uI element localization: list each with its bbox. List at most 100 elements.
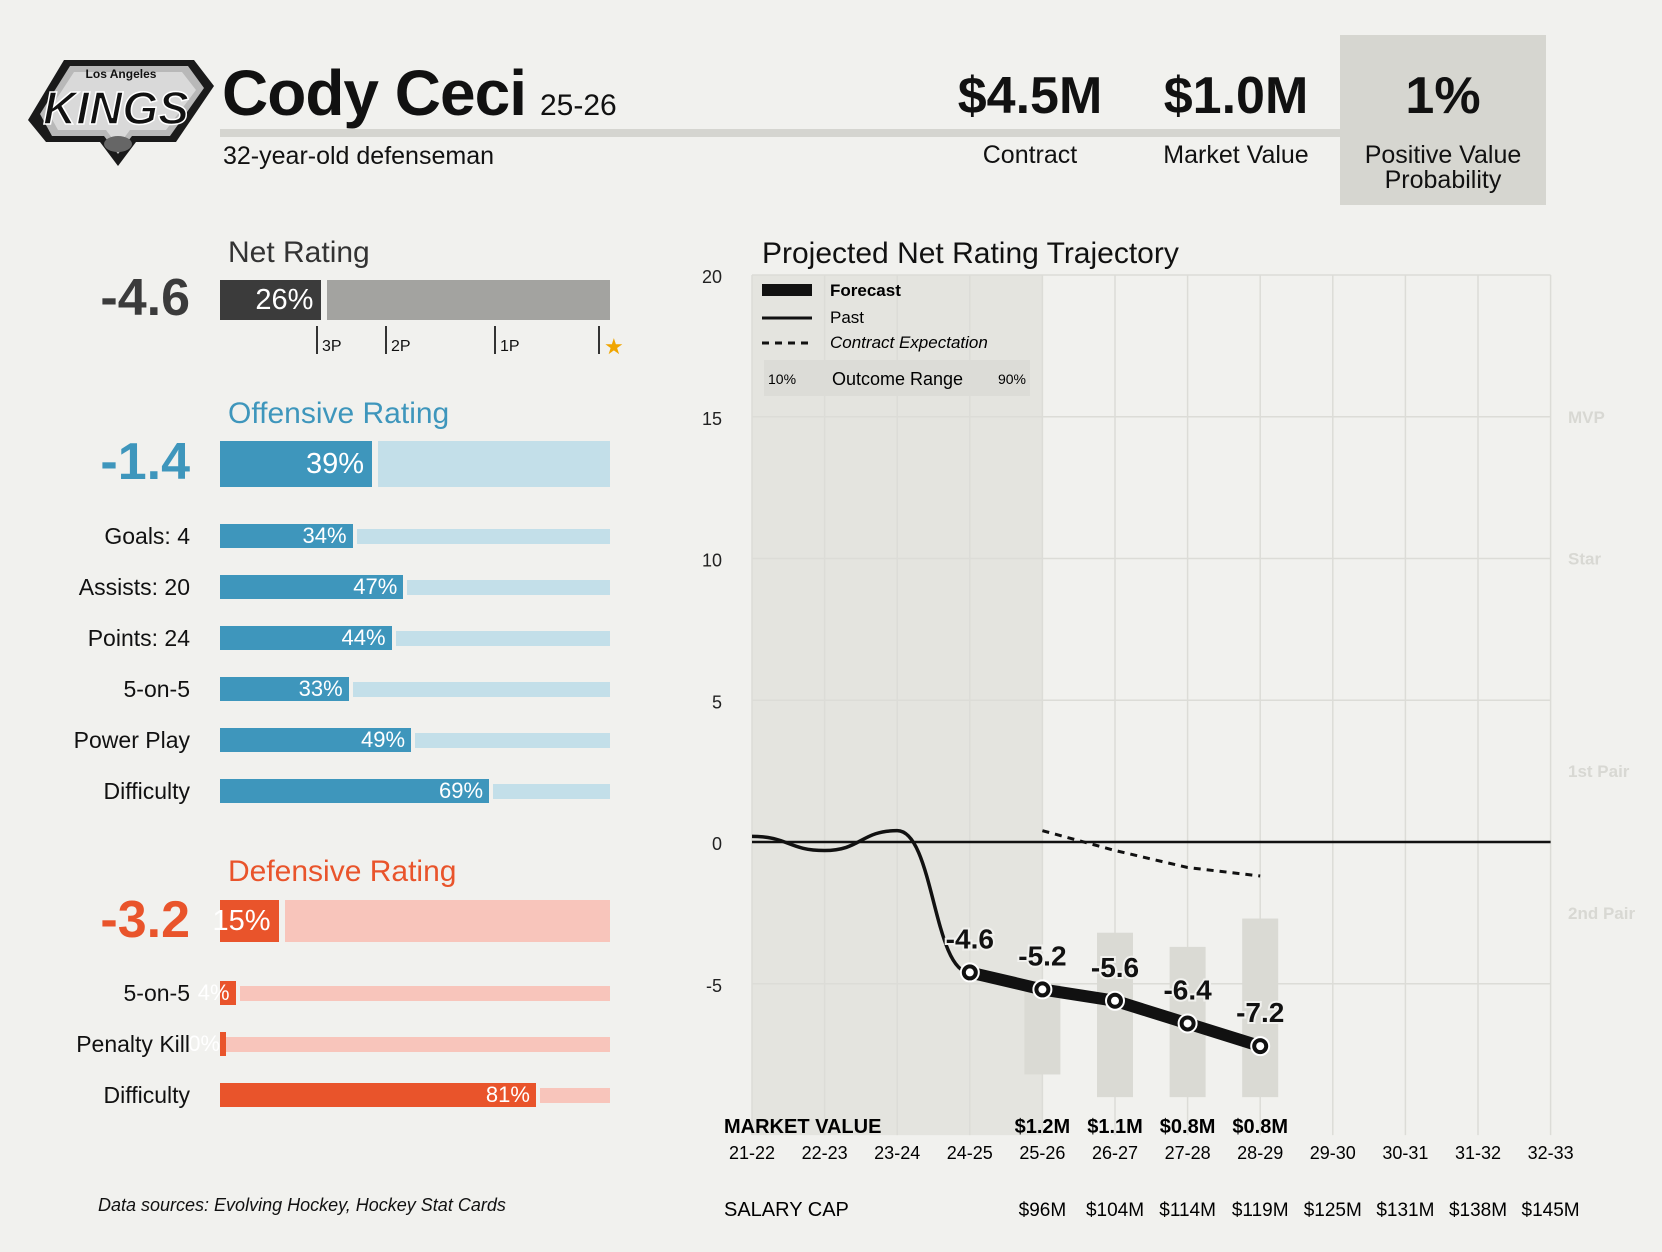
forecast-point-center xyxy=(1256,1042,1265,1051)
x-tick-label: 32-33 xyxy=(1528,1143,1574,1163)
offensive-stat-pct: 33% xyxy=(298,676,343,701)
offensive-bar-track xyxy=(378,441,610,487)
x-tick-label: 27-28 xyxy=(1165,1143,1211,1163)
offensive-rating-title: Offensive Rating xyxy=(228,397,450,430)
x-tick-label: 24-25 xyxy=(947,1143,993,1163)
x-tick-label: 31-32 xyxy=(1455,1143,1501,1163)
defensive-stat-bar: 81% xyxy=(220,1082,536,1107)
defensive-bar-track xyxy=(284,900,610,942)
defensive-stat-bar: 0% xyxy=(188,1031,226,1056)
x-tick-label: 26-27 xyxy=(1092,1143,1138,1163)
tier-label: 2nd Pair xyxy=(1568,904,1635,923)
tier-label: MVP xyxy=(1568,408,1605,427)
forecast-data-label: -4.6 xyxy=(946,923,994,954)
salary-cap-cell: $104M xyxy=(1086,1200,1144,1221)
offensive-rating-value: -1.4 xyxy=(100,433,190,491)
star-icon: ★ xyxy=(604,334,624,359)
defensive-stat-label: 5-on-5 xyxy=(123,980,190,1006)
offensive-stat-label: 5-on-5 xyxy=(123,676,190,702)
market-value-cell: $0.8M xyxy=(1160,1116,1216,1138)
market-value-cell: $1.2M xyxy=(1015,1116,1071,1138)
x-tick-label: 21-22 xyxy=(729,1143,775,1163)
offensive-stat-label: Points: 24 xyxy=(87,625,190,651)
tier-label: 1st Pair xyxy=(1568,762,1630,781)
defensive-stat-pct: 0% xyxy=(188,1031,220,1056)
tier-label: Star xyxy=(1568,550,1601,569)
y-tick-label: 20 xyxy=(702,267,722,287)
past-line xyxy=(751,828,971,975)
net-rating-value: -4.6 xyxy=(100,269,190,327)
forecast-point-center xyxy=(1038,985,1047,994)
offensive-stat-label: Assists: 20 xyxy=(78,574,190,600)
defensive-stat-label: Difficulty xyxy=(103,1082,191,1108)
salary-cap-cell: $138M xyxy=(1449,1200,1507,1221)
salary-cap-cell: $114M xyxy=(1159,1200,1216,1221)
salary-cap-cell: $125M xyxy=(1304,1200,1362,1221)
net-rating-pct: 26% xyxy=(255,283,314,316)
offensive-stat-pct: 47% xyxy=(353,574,398,599)
defensive-stat-bar: 4% xyxy=(198,980,236,1005)
season-label: 25-26 xyxy=(539,89,617,122)
defensive-stat-track xyxy=(239,986,610,1001)
defensive-pct: 15% xyxy=(212,904,271,937)
x-tick-label: 23-24 xyxy=(874,1143,920,1163)
net-rating-bar-track xyxy=(327,280,610,320)
salary-cap-cell: $119M xyxy=(1232,1200,1289,1221)
salary-cap-row-label: SALARY CAP xyxy=(724,1199,849,1221)
y-tick-label: 5 xyxy=(712,692,722,712)
forecast-point-center xyxy=(1183,1019,1192,1028)
tick-mark-1p xyxy=(494,326,496,354)
defensive-stat-pct: 81% xyxy=(485,1082,530,1107)
legend-range-box xyxy=(764,360,1030,396)
probability-value: 1% xyxy=(1405,67,1481,125)
offensive-stat-bar: 47% xyxy=(220,574,404,599)
net-rating-title: Net Rating xyxy=(228,236,370,269)
offensive-stat-pct: 34% xyxy=(302,523,347,548)
tick-mark-star xyxy=(598,326,600,354)
forecast-data-label: -5.6 xyxy=(1091,952,1139,983)
defensive-stat-track xyxy=(539,1088,610,1103)
defensive-stat-track xyxy=(224,1037,610,1052)
market-value-label: Market Value xyxy=(1163,141,1309,169)
legend-range-low: 10% xyxy=(768,371,796,387)
probability-label-2: Probability xyxy=(1384,166,1502,194)
y-tick-label: 10 xyxy=(702,551,722,571)
offensive-stat-pct: 69% xyxy=(439,778,484,803)
offensive-bar: 39% xyxy=(220,441,373,487)
forecast-data-label: -6.4 xyxy=(1163,974,1212,1005)
logo-city-text: Los Angeles xyxy=(86,67,157,81)
y-tick-label: 15 xyxy=(702,409,722,429)
legend-forecast-swatch xyxy=(762,284,812,296)
market-value-cell: $1.1M xyxy=(1087,1116,1143,1138)
offensive-stat-track xyxy=(493,784,610,799)
offensive-stat-label: Power Play xyxy=(73,727,190,753)
x-tick-label: 29-30 xyxy=(1310,1143,1356,1163)
logo-team-text: KINGS xyxy=(43,82,189,134)
offensive-stat-track xyxy=(356,529,610,544)
tick-1p: 1P xyxy=(500,338,520,355)
defensive-rating-title: Defensive Rating xyxy=(228,855,457,888)
contract-label: Contract xyxy=(982,141,1078,169)
offensive-stat-label: Goals: 4 xyxy=(104,523,190,549)
offensive-stat-track xyxy=(395,631,610,646)
x-tick-label: 22-23 xyxy=(802,1143,848,1163)
defensive-stat-label: Penalty Kill xyxy=(76,1031,190,1057)
forecast-point-center xyxy=(965,968,974,977)
tick-mark-3p xyxy=(316,326,318,354)
contract-expectation-line xyxy=(1042,829,1261,878)
crown-icon xyxy=(104,136,132,152)
player-name: Cody Ceci 25-26 xyxy=(222,57,617,129)
legend-past: Past xyxy=(830,308,864,327)
legend-contract: Contract Expectation xyxy=(830,333,988,352)
offensive-pct: 39% xyxy=(306,447,365,480)
data-sources: Data sources: Evolving Hockey, Hockey St… xyxy=(98,1195,506,1215)
tick-mark-2p xyxy=(385,326,387,354)
contract-value: $4.5M xyxy=(957,67,1103,125)
tick-3p: 3P xyxy=(322,338,342,355)
offensive-stat-label: Difficulty xyxy=(103,778,191,804)
forecast-point-center xyxy=(1111,996,1119,1005)
offensive-stat-track xyxy=(407,580,610,595)
market-value-cell: $0.8M xyxy=(1232,1116,1288,1138)
x-tick-label: 30-31 xyxy=(1382,1143,1428,1163)
